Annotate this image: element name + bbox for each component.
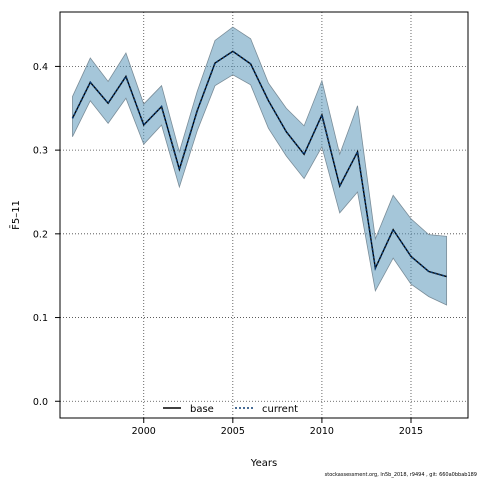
footer-credit: stockassessment.org, ln5b_2018, r9494 , … <box>324 472 477 478</box>
y-axis-label: F̄5–11 <box>9 200 22 230</box>
legend: base current <box>163 404 298 415</box>
y-tick-label: 0.3 <box>33 146 48 157</box>
plot-frame <box>59 11 469 419</box>
legend-label-current: current <box>262 404 298 415</box>
x-tick-label: 2000 <box>132 426 156 437</box>
y-axis: 0.0 0.1 0.2 0.3 0.4 <box>33 62 60 408</box>
x-tick-label: 2005 <box>221 426 245 437</box>
confidence-band <box>72 26 448 306</box>
y-tick-label: 0.0 <box>33 397 48 408</box>
x-axis-label: Years <box>250 458 277 469</box>
legend-label-base: base <box>190 404 214 415</box>
y-tick-label: 0.4 <box>33 62 48 73</box>
series-line-current <box>71 50 447 278</box>
x-axis: 2000 2005 2010 2015 <box>132 418 423 437</box>
y-tick-label: 0.2 <box>33 229 48 240</box>
x-tick-label: 2010 <box>310 426 334 437</box>
x-tick-label: 2015 <box>399 426 423 437</box>
y-tick-label: 0.1 <box>33 313 48 324</box>
